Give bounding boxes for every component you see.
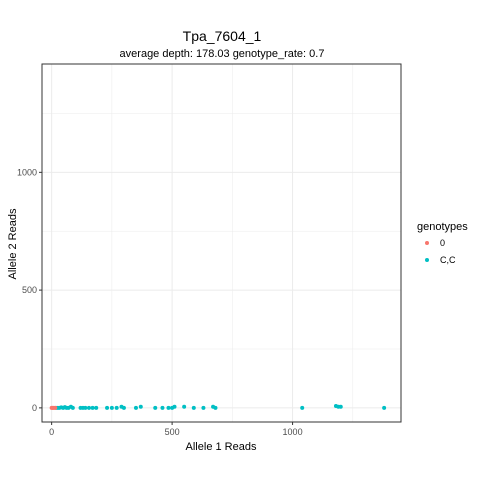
data-point xyxy=(166,405,171,410)
data-point xyxy=(300,405,305,410)
data-point xyxy=(105,405,110,410)
data-point xyxy=(138,404,143,409)
plot-border xyxy=(41,63,402,423)
data-point xyxy=(94,405,99,410)
x-tick-label: 500 xyxy=(165,427,180,437)
legend-label: 0 xyxy=(440,238,445,248)
legend-key xyxy=(425,241,429,245)
data-point xyxy=(133,405,138,410)
data-point xyxy=(338,404,343,409)
chart-title: Tpa_7604_1 xyxy=(183,28,262,44)
x-tick-label: 1000 xyxy=(283,427,303,437)
data-point xyxy=(172,404,177,409)
y-axis-title: Allele 2 Reads xyxy=(7,208,19,279)
data-point xyxy=(201,405,206,410)
data-point xyxy=(213,405,218,410)
y-tick-label: 1000 xyxy=(17,167,37,177)
y-tick-label: 500 xyxy=(22,285,37,295)
data-point xyxy=(53,405,58,410)
data-point xyxy=(109,405,114,410)
data-point xyxy=(160,405,165,410)
data-point xyxy=(86,405,91,410)
legend-title: genotypes xyxy=(417,221,468,233)
data-point xyxy=(191,405,196,410)
grid-lines xyxy=(42,64,401,422)
data-points xyxy=(49,403,387,410)
data-point xyxy=(182,404,187,409)
data-point xyxy=(153,405,158,410)
x-axis-title: Allele 1 Reads xyxy=(186,441,257,453)
data-point xyxy=(90,405,95,410)
legend: genotypes 0 C,C xyxy=(417,221,468,265)
plot-panel xyxy=(41,63,402,423)
data-point xyxy=(382,405,387,410)
data-point xyxy=(70,405,75,410)
data-point xyxy=(121,405,126,410)
x-axis: 0 500 1000 xyxy=(49,422,303,437)
y-tick-label: 0 xyxy=(32,403,37,413)
legend-label: C,C xyxy=(440,255,456,265)
chart-subtitle: average depth: 178.03 genotype_rate: 0.7 xyxy=(120,48,325,60)
data-point xyxy=(114,405,119,410)
x-tick-label: 0 xyxy=(49,427,54,437)
data-point xyxy=(83,405,88,410)
y-axis: 0 500 1000 xyxy=(17,167,42,413)
legend-key xyxy=(425,258,429,262)
